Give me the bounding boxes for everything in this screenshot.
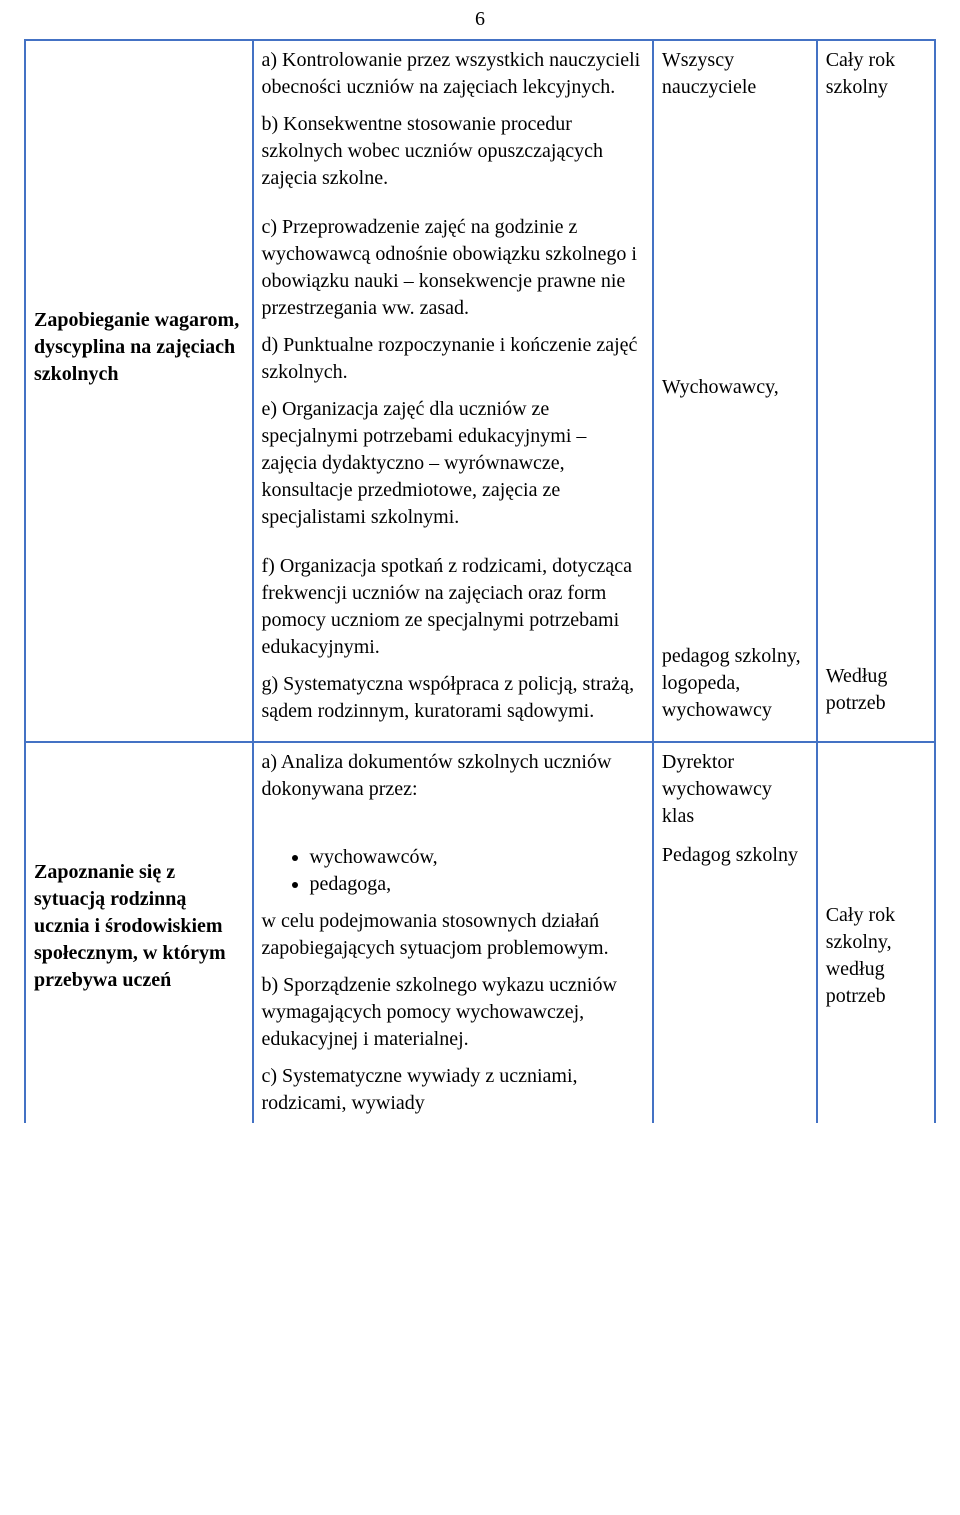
row1-c4-bot: Według potrzeb (817, 547, 935, 742)
row2-c3-body: Pedagog szkolny (653, 836, 817, 1123)
row2-c4-body-text: Cały rok szkolny, według potrzeb (826, 904, 895, 1007)
row1-c3-top: Wszyscy nauczyciele (653, 40, 817, 208)
row2-c3-top: Dyrektor wychowawcy klas (653, 742, 817, 836)
row2-c4-top (817, 742, 935, 836)
row2-a-tail: w celu podejmowania stosownych działań z… (262, 908, 644, 962)
row1-a: a) Kontrolowanie przez wszystkich nauczy… (262, 47, 644, 101)
document-table: Zapobieganie wagarom, dyscyplina na zaję… (24, 39, 936, 1123)
row1-g: g) Systematyczna współpraca z policją, s… (262, 671, 644, 725)
row1-c2-bot: f) Organizacja spotkań z rodzicami, doty… (253, 547, 653, 742)
row1-c3-bot-text: pedagog szkolny, logopeda, wychowawcy (662, 645, 801, 721)
row1-c3-mid-text: Wychowawcy, (662, 376, 779, 398)
row2-bullet-1: pedagoga, (310, 871, 644, 898)
row2-bullets: wychowawców, pedagoga, (262, 844, 644, 898)
row2-a: a) Analiza dokumentów szkolnych uczniów … (262, 751, 612, 800)
row1-c4-bot-text: Według potrzeb (826, 665, 888, 714)
row2-c3-top-text: Dyrektor wychowawcy klas (662, 751, 772, 827)
row2-c3-body-text: Pedagog szkolny (662, 844, 798, 866)
row2-b: b) Sporządzenie szkolnego wykazu uczniów… (262, 972, 644, 1053)
row1-c4-top: Cały rok szkolny (817, 40, 935, 208)
row1-e: e) Organizacja zajęć dla uczniów ze spec… (262, 396, 644, 531)
row1-b: b) Konsekwentne stosowanie procedur szko… (262, 111, 644, 192)
row1-c3-top-text: Wszyscy nauczyciele (662, 49, 756, 98)
page-number: 6 (24, 8, 936, 31)
row2-c4-body: Cały rok szkolny, według potrzeb (817, 836, 935, 1123)
row1-c: c) Przeprowadzenie zajęć na godzinie z w… (262, 214, 644, 322)
row1-f: f) Organizacja spotkań z rodzicami, doty… (262, 553, 644, 661)
row1-c4-mid (817, 208, 935, 547)
row2-c2-top: a) Analiza dokumentów szkolnych uczniów … (253, 742, 653, 836)
row1-c2-mid: c) Przeprowadzenie zajęć na godzinie z w… (253, 208, 653, 547)
row2-heading-text: Zapoznanie się z sytuacją rodzinną uczni… (34, 861, 226, 991)
row1-c4-top-text: Cały rok szkolny (826, 49, 895, 98)
row1-heading: Zapobieganie wagarom, dyscyplina na zaję… (25, 40, 253, 742)
row1-heading-text: Zapobieganie wagarom, dyscyplina na zaję… (34, 309, 239, 385)
row2-bullet-0: wychowawców, (310, 844, 644, 871)
row2-c: c) Systematyczne wywiady z uczniami, rod… (262, 1063, 644, 1117)
row2-c2-body: wychowawców, pedagoga, w celu podejmowan… (253, 836, 653, 1123)
row1-d: d) Punktualne rozpoczynanie i kończenie … (262, 332, 644, 386)
row1-c3-bot: pedagog szkolny, logopeda, wychowawcy (653, 547, 817, 742)
row2-heading: Zapoznanie się z sytuacją rodzinną uczni… (25, 742, 253, 1123)
row1-c2-top: a) Kontrolowanie przez wszystkich nauczy… (253, 40, 653, 208)
row1-c3-mid: Wychowawcy, (653, 208, 817, 547)
